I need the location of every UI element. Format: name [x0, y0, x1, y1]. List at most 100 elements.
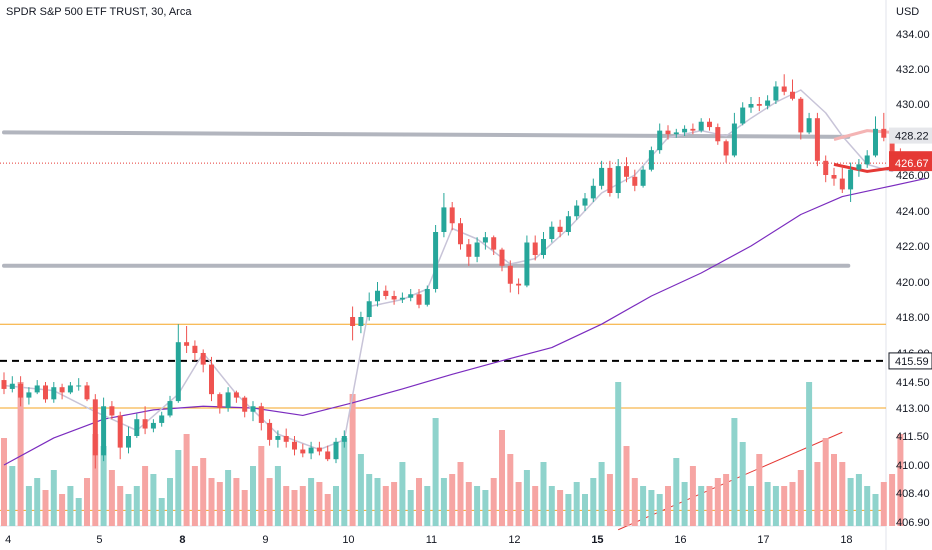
time-tick-label: 10 — [342, 534, 354, 546]
volume-bar — [9, 466, 16, 526]
volume-bar — [258, 446, 265, 526]
volume-bar — [225, 470, 232, 526]
price-tick-label: 424.00 — [896, 206, 930, 218]
candle-body — [217, 394, 223, 408]
volume-bar — [407, 490, 414, 526]
volume-bar — [333, 486, 339, 526]
candle-body — [848, 169, 854, 190]
volume-bar — [889, 474, 896, 526]
volume-bar — [150, 474, 157, 526]
candle-body — [607, 167, 613, 193]
candle-body — [831, 175, 837, 179]
volume-bar — [208, 478, 215, 526]
candle-body — [790, 91, 795, 99]
time-tick-label: 5 — [96, 534, 102, 546]
ma-fast-line — [3, 89, 926, 451]
volume-bar — [764, 482, 771, 526]
volume-bar — [499, 430, 505, 526]
candle-body — [1, 380, 7, 389]
candles-layer — [1, 74, 903, 469]
candle-body — [433, 232, 439, 289]
candle-body — [350, 317, 356, 326]
candle-body — [316, 447, 322, 452]
time-tick-label: 15 — [591, 534, 603, 546]
candle-body — [26, 392, 32, 398]
volume-bar — [241, 490, 248, 526]
candle-body — [541, 239, 546, 255]
time-tick-label: 8 — [179, 534, 185, 546]
volume-bar — [59, 494, 66, 526]
volume-bar — [75, 498, 82, 526]
candle-body — [814, 118, 820, 161]
time-tick-label: 11 — [426, 534, 437, 546]
volume-bar — [847, 478, 854, 526]
candle-body — [308, 447, 314, 454]
volume-bar — [17, 382, 24, 526]
volume-bar — [308, 478, 315, 526]
volume-bar — [100, 446, 107, 526]
time-axis[interactable]: 4 5 8 9 10 11 12 15 16 17 18 — [5, 534, 852, 546]
candle-body — [242, 397, 248, 412]
price-axis[interactable]: 434.00 432.00 430.00 426.00 424.00 422.00 420.… — [896, 29, 930, 529]
price-label-426.67: 426.67 — [889, 155, 932, 172]
candle-body — [159, 415, 165, 423]
candle-body — [624, 166, 629, 177]
price-label-box — [888, 352, 932, 370]
candle-body — [648, 150, 654, 170]
volume-bar — [880, 482, 887, 526]
price-label-text: 426.67 — [895, 158, 929, 170]
candle-body — [640, 169, 646, 186]
volume-bar — [266, 478, 273, 526]
volume-bar — [283, 486, 290, 526]
volume-bar — [357, 454, 364, 526]
candle-body — [408, 294, 414, 298]
candle-body — [698, 121, 704, 131]
candle-body — [756, 104, 762, 106]
volume-bar — [714, 478, 721, 526]
candle-body — [325, 451, 331, 460]
volume-bar — [291, 490, 298, 526]
price-tick-label: 420.00 — [896, 277, 930, 289]
candle-body — [399, 297, 405, 300]
volume-bar — [523, 470, 530, 526]
candle-body — [856, 164, 862, 170]
volume-bar — [142, 466, 149, 526]
volume-bar — [615, 382, 622, 526]
volume-bar — [557, 490, 564, 526]
candle-body — [192, 345, 198, 353]
volume-bar — [216, 482, 223, 526]
volume-bar — [34, 478, 41, 526]
volume-bar — [814, 462, 821, 526]
candle-body — [358, 317, 364, 326]
candle-body — [250, 406, 256, 412]
candle-body — [416, 294, 422, 305]
price-label-415.59: 415.59 — [888, 352, 932, 370]
candle-body — [9, 383, 15, 389]
volume-bar — [507, 454, 514, 526]
candle-body — [333, 441, 339, 460]
candle-body — [632, 176, 638, 186]
volume-bar — [440, 478, 447, 526]
candle-body — [59, 387, 65, 393]
volume-bar — [250, 466, 256, 526]
candle-body — [557, 226, 563, 232]
volume-bar — [474, 486, 481, 526]
price-tick-label: 432.00 — [896, 64, 930, 76]
volume-bar — [532, 486, 539, 526]
volume-bar — [125, 494, 132, 526]
volume-bar — [806, 382, 813, 526]
price-tick-label: 410.00 — [896, 460, 930, 472]
candle-body — [657, 130, 663, 151]
volume-bar — [789, 482, 796, 526]
candle-body — [283, 436, 289, 442]
time-tick-label: 17 — [757, 534, 769, 546]
candle-body — [341, 436, 347, 442]
candle-body — [707, 121, 712, 128]
volume-bar — [756, 454, 763, 526]
volume-bar — [416, 478, 422, 526]
candle-body — [673, 132, 679, 135]
volume-bar — [855, 474, 862, 526]
candle-body — [458, 223, 463, 245]
